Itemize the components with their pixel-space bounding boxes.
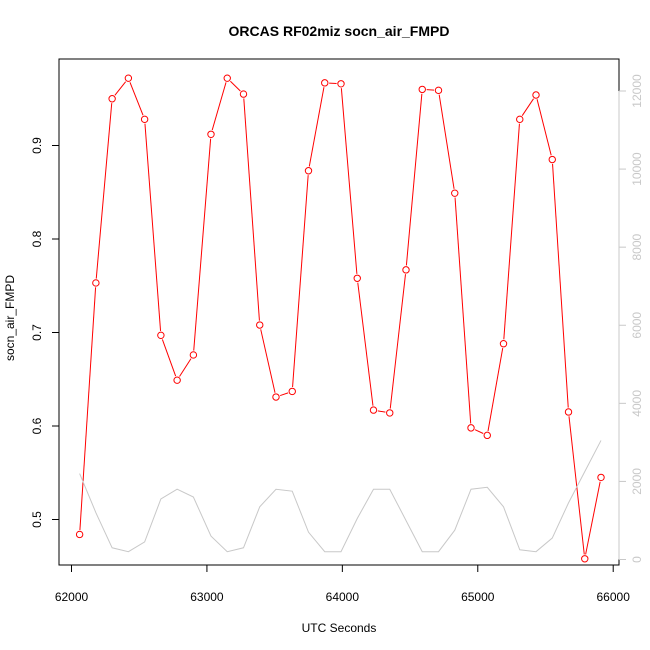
y-axis-label: socn_air_FMPD bbox=[3, 275, 17, 361]
y-tick-label-right: 4000 bbox=[630, 390, 644, 417]
primary-series-point bbox=[516, 115, 524, 124]
primary-series-segment bbox=[536, 99, 552, 156]
primary-series-segment bbox=[193, 138, 212, 351]
primary-series-segment bbox=[179, 358, 192, 377]
primary-series-point bbox=[418, 85, 426, 94]
primary-series-point bbox=[75, 530, 84, 539]
primary-series-segment bbox=[438, 94, 455, 189]
primary-series-point bbox=[256, 321, 264, 329]
y-tick-label-right: 0 bbox=[630, 556, 644, 563]
primary-series-point bbox=[402, 266, 410, 274]
primary-series-point bbox=[581, 555, 589, 563]
x-tick-label: 63000 bbox=[190, 590, 224, 604]
x-axis-label: UTC Seconds bbox=[302, 621, 377, 635]
primary-series-segment bbox=[552, 163, 569, 408]
primary-series-segment bbox=[357, 282, 374, 406]
y-tick-label-right: 10000 bbox=[630, 152, 644, 186]
primary-series-segment bbox=[292, 175, 309, 388]
y-tick-label-left: 0.9 bbox=[30, 137, 44, 154]
primary-series-segment bbox=[503, 123, 520, 340]
primary-series-segment bbox=[129, 82, 144, 116]
primary-series-group bbox=[75, 74, 605, 563]
primary-series-point bbox=[597, 473, 605, 482]
primary-series-point bbox=[304, 167, 313, 175]
primary-series-point bbox=[108, 95, 116, 103]
primary-series-point bbox=[173, 376, 181, 384]
y-tick-label-right: 12000 bbox=[630, 74, 644, 108]
x-tick-label: 62000 bbox=[55, 590, 89, 604]
primary-series-point bbox=[434, 86, 443, 95]
primary-series-segment bbox=[308, 87, 325, 167]
primary-series-point bbox=[467, 424, 475, 432]
primary-series-point bbox=[548, 155, 556, 164]
primary-series-segment bbox=[243, 98, 260, 321]
primary-series-point bbox=[239, 90, 248, 98]
primary-series-segment bbox=[260, 329, 276, 393]
primary-series-point bbox=[272, 393, 280, 401]
primary-series-segment bbox=[161, 339, 177, 377]
y-tick-label-left: 0.5 bbox=[30, 511, 44, 528]
primary-series-point bbox=[189, 351, 198, 359]
primary-series-segment bbox=[230, 80, 241, 92]
primary-series-segment bbox=[79, 287, 97, 531]
primary-series-segment bbox=[144, 123, 162, 331]
primary-series-segment bbox=[389, 274, 406, 409]
primary-series-segment bbox=[114, 81, 127, 96]
primary-series-point bbox=[207, 130, 215, 138]
y-tick-label-left: 0.8 bbox=[30, 230, 44, 247]
primary-series-point bbox=[532, 91, 540, 99]
x-tick-label: 64000 bbox=[326, 590, 360, 604]
x-tick-label: 65000 bbox=[461, 590, 495, 604]
y-tick-label-left: 0.7 bbox=[30, 324, 44, 341]
y-tick-label-left: 0.6 bbox=[30, 417, 44, 434]
primary-series-point bbox=[223, 74, 231, 82]
y-axis-left: 0.5 0.6 0.7 0.8 0.9 bbox=[30, 137, 60, 528]
primary-series-segment bbox=[585, 481, 601, 555]
primary-series-segment bbox=[279, 392, 289, 397]
primary-series-segment bbox=[377, 410, 386, 413]
primary-series-segment bbox=[454, 197, 472, 424]
primary-series-segment bbox=[521, 98, 534, 116]
primary-series-segment bbox=[405, 93, 423, 266]
y-tick-label-right: 2000 bbox=[630, 468, 644, 495]
primary-series-point bbox=[124, 74, 133, 82]
primary-series-segment bbox=[474, 429, 484, 434]
primary-series-segment bbox=[211, 82, 227, 131]
primary-series-point bbox=[499, 340, 508, 348]
primary-series-segment bbox=[95, 103, 113, 279]
primary-series-point bbox=[564, 408, 573, 416]
primary-series-point bbox=[386, 409, 394, 417]
primary-series-point bbox=[288, 387, 296, 396]
primary-series-point bbox=[483, 431, 491, 440]
secondary-series-group bbox=[79, 440, 602, 553]
primary-series-point bbox=[369, 406, 378, 414]
primary-series-point bbox=[353, 274, 361, 282]
y-tick-label-right: 6000 bbox=[630, 312, 644, 339]
primary-series-point bbox=[92, 279, 100, 287]
primary-series-point bbox=[337, 80, 345, 88]
primary-series-segment bbox=[340, 88, 358, 274]
y-tick-label-right: 8000 bbox=[630, 233, 644, 260]
secondary-series-line bbox=[79, 440, 602, 553]
y-axis-right: 0 2000 4000 6000 8000 10000 12000 bbox=[618, 74, 644, 563]
x-tick-label: 66000 bbox=[597, 590, 631, 604]
chart-title: ORCAS RF02miz socn_air_FMPD bbox=[229, 23, 450, 39]
primary-series-point bbox=[140, 115, 149, 124]
primary-series-point bbox=[451, 189, 459, 197]
plot-frame bbox=[58, 58, 620, 566]
primary-series-segment bbox=[568, 416, 585, 555]
x-axis: 62000 63000 64000 65000 66000 bbox=[55, 564, 631, 604]
primary-series-point bbox=[157, 331, 165, 340]
primary-series-segment bbox=[487, 347, 504, 432]
primary-series-point bbox=[321, 79, 329, 87]
